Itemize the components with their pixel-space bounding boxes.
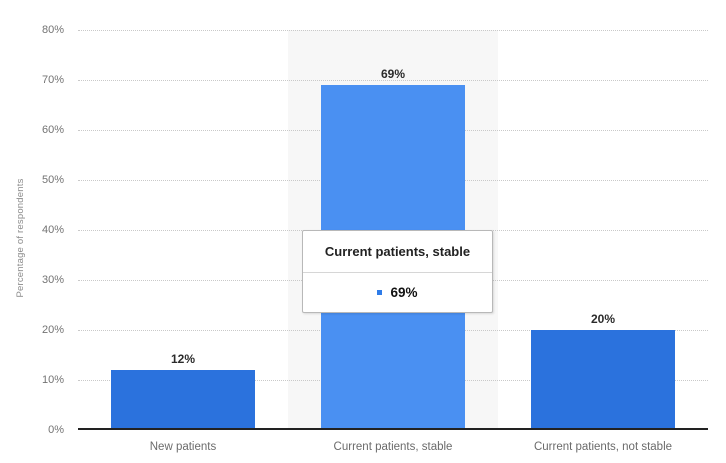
x-category-label: New patients xyxy=(149,441,217,453)
y-tick-label: 80% xyxy=(41,24,64,36)
tooltip: Current patients, stable 69% xyxy=(302,230,493,313)
x-category-label: Current patients, not stable xyxy=(533,441,673,453)
y-tick-label: 0% xyxy=(48,424,64,436)
bar-current-patients-not-stable[interactable] xyxy=(531,330,675,428)
series-marker-icon xyxy=(377,290,383,295)
gridline xyxy=(78,80,708,81)
bar-value-label: 20% xyxy=(590,312,616,326)
tooltip-value-row: 69% xyxy=(303,273,492,312)
x-axis-line xyxy=(78,428,708,430)
y-tick-label: 20% xyxy=(41,324,64,336)
y-tick-label: 10% xyxy=(41,374,64,386)
bar-value-label: 69% xyxy=(380,67,406,81)
y-tick-label: 70% xyxy=(41,74,64,86)
tooltip-title: Current patients, stable xyxy=(303,231,492,273)
bar-value-label: 12% xyxy=(170,352,196,366)
x-category-label: Current patients, stable xyxy=(333,441,453,453)
y-tick-label: 60% xyxy=(41,124,64,136)
tooltip-value: 69% xyxy=(390,285,418,300)
y-tick-label: 50% xyxy=(41,174,64,186)
y-tick-label: 30% xyxy=(41,274,64,286)
y-tick-label: 40% xyxy=(41,224,64,236)
bar-new-patients[interactable] xyxy=(111,370,255,428)
gridline xyxy=(78,30,708,31)
